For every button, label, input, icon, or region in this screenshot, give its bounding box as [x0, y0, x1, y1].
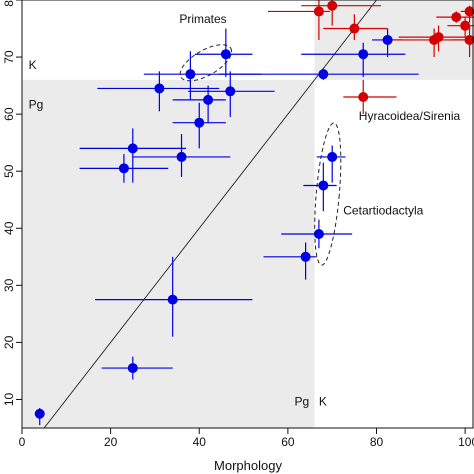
data-point — [313, 228, 324, 239]
y-tick-label: 40 — [2, 221, 16, 235]
data-point — [460, 20, 471, 31]
region-label: K — [319, 394, 327, 408]
data-points — [34, 0, 474, 419]
y-tick-label: 80 — [2, 0, 16, 7]
data-point — [167, 294, 178, 305]
group-ellipse-1 — [314, 122, 342, 266]
group-ellipses — [179, 44, 342, 266]
data-point — [464, 6, 474, 17]
x-tick-label: 80 — [370, 435, 384, 449]
y-tick-label: 30 — [2, 278, 16, 292]
data-point — [358, 92, 369, 103]
data-point — [185, 69, 196, 80]
data-point — [433, 32, 444, 43]
group-ellipse-0 — [179, 44, 233, 82]
data-point — [327, 151, 338, 162]
x-tick-label: 20 — [104, 435, 118, 449]
region-label: Pg — [295, 394, 310, 408]
data-point — [127, 363, 138, 374]
x-tick-label: 40 — [193, 435, 207, 449]
annotation-label: Primates — [179, 12, 226, 26]
data-point — [220, 49, 231, 60]
data-point — [194, 117, 205, 128]
data-point — [118, 163, 129, 174]
data-point — [318, 69, 329, 80]
y-tick-label: 60 — [2, 107, 16, 121]
shaded-region-0 — [22, 79, 315, 428]
data-point — [203, 94, 214, 105]
y-tick-label: 50 — [2, 164, 16, 178]
x-tick-label: 0 — [19, 435, 26, 449]
data-point — [176, 151, 187, 162]
y-tick-label: 10 — [2, 392, 16, 406]
region-label: K — [29, 58, 37, 72]
data-point — [318, 180, 329, 191]
diagonal-line — [43, 0, 378, 428]
data-point — [154, 83, 165, 94]
data-point — [225, 86, 236, 97]
data-point — [464, 34, 474, 45]
diagonal-reference-line — [43, 0, 378, 428]
annotations: K Pg Pg K Primates Hyracoidea/Sirenia Cetartio… — [29, 12, 461, 408]
x-axis-label: Morphology — [214, 458, 282, 473]
y-tick-label: 70 — [2, 50, 16, 64]
data-point — [313, 6, 324, 17]
annotation-label: Cetartiodactyla — [343, 203, 423, 217]
annotation-label: Hyracoidea/Sirenia — [359, 109, 461, 123]
data-point — [34, 408, 45, 419]
data-point — [382, 34, 393, 45]
x-tick-label: 60 — [281, 435, 295, 449]
data-point — [349, 23, 360, 34]
plot-frame — [21, 0, 474, 429]
data-point — [451, 12, 462, 23]
y-tick-label: 20 — [2, 335, 16, 349]
x-tick-label: 100 — [458, 435, 474, 449]
region-label: Pg — [29, 98, 44, 112]
data-point — [327, 0, 338, 11]
data-point — [358, 49, 369, 60]
data-point — [127, 143, 138, 154]
data-point — [300, 251, 311, 262]
